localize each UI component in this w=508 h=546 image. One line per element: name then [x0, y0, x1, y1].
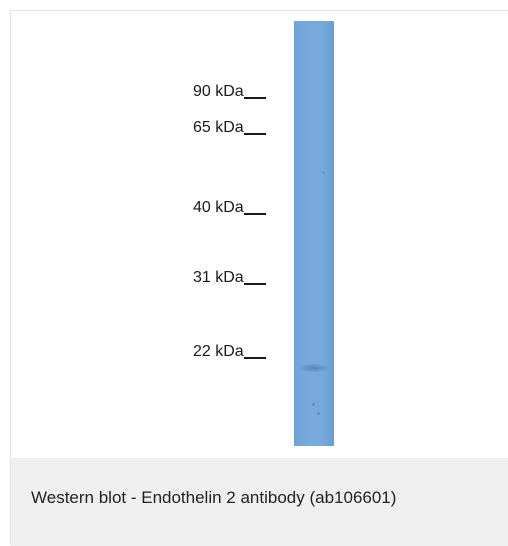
marker-tick	[243, 96, 266, 99]
marker-90kda: 90 kDa	[193, 83, 266, 101]
marker-label: 31 kDa	[193, 269, 244, 286]
blot-speck	[322, 171, 325, 174]
figure-card: 90 kDa 65 kDa 40 kDa 31 kDa 22 kDa Weste…	[10, 10, 508, 546]
blot-speck	[312, 403, 315, 406]
marker-tick	[243, 212, 266, 215]
marker-tick	[243, 356, 266, 359]
western-blot-image: 90 kDa 65 kDa 40 kDa 31 kDa 22 kDa	[11, 11, 508, 458]
blot-lane	[294, 21, 334, 446]
caption-bar: Western blot - Endothelin 2 antibody (ab…	[11, 458, 508, 546]
marker-tick	[243, 282, 266, 285]
figure-caption: Western blot - Endothelin 2 antibody (ab…	[31, 488, 397, 507]
marker-22kda: 22 kDa	[193, 343, 266, 361]
marker-40kda: 40 kDa	[193, 199, 266, 217]
protein-band	[300, 364, 328, 372]
marker-tick	[243, 132, 266, 135]
marker-65kda: 65 kDa	[193, 119, 266, 137]
marker-label: 22 kDa	[193, 343, 244, 360]
blot-speck	[317, 412, 320, 415]
marker-label: 90 kDa	[193, 83, 244, 100]
marker-31kda: 31 kDa	[193, 269, 266, 287]
marker-label: 40 kDa	[193, 199, 244, 216]
marker-label: 65 kDa	[193, 119, 244, 136]
